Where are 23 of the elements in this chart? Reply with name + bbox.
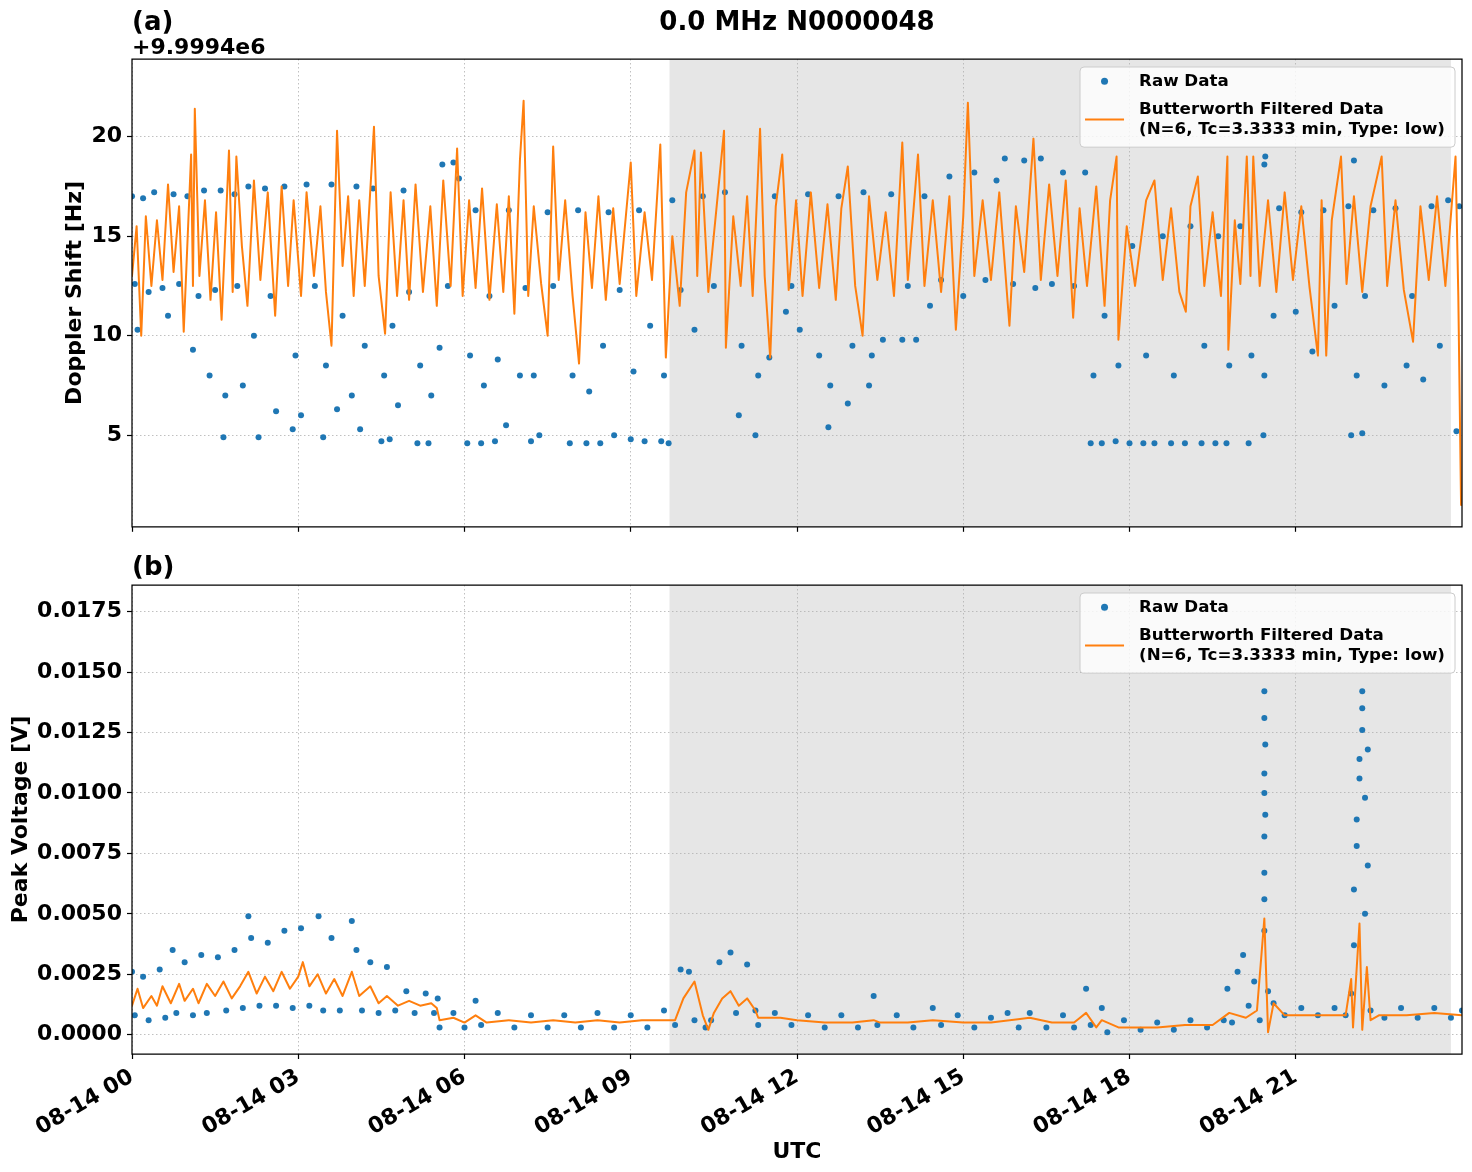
legend-label: Raw Data xyxy=(1139,595,1229,616)
legend-label: Butterworth Filtered Data (N=6, Tc=3.3333 min, Type: low) xyxy=(1139,97,1446,139)
y-tick-label: 15 xyxy=(91,221,122,247)
chart-subtitle: (a) xyxy=(132,6,174,36)
y-tick-label: 0.0100 xyxy=(37,778,122,804)
y-tick-label: 0.0150 xyxy=(37,657,122,683)
y-axis-title: Doppler Shift [Hz] xyxy=(61,180,87,405)
y-tick-label: 0.0025 xyxy=(37,959,122,985)
y-tick-label: 10 xyxy=(91,321,122,347)
y-tick-label: 5 xyxy=(106,420,122,446)
x-axis-title: UTC xyxy=(772,1137,822,1163)
legend-label: Butterworth Filtered Data (N=6, Tc=3.3333 min, Type: low) xyxy=(1139,623,1446,665)
chart-title: 0.0 MHz N0000048 xyxy=(659,6,935,36)
y-tick-label: 0.0125 xyxy=(37,718,122,744)
legend-label: Raw Data xyxy=(1139,69,1229,90)
y-tick-label: 0.0075 xyxy=(37,839,122,865)
y-tick-label: 0.0000 xyxy=(37,1020,122,1046)
y-tick-label: 0.0175 xyxy=(37,597,122,623)
y-axis-title: Peak Voltage [V] xyxy=(6,715,32,924)
y-tick-label: 20 xyxy=(91,122,122,148)
annotation: +9.9994e6 xyxy=(132,34,266,59)
chart-subtitle: (b) xyxy=(132,551,175,581)
y-tick-label: 0.0050 xyxy=(37,899,122,925)
